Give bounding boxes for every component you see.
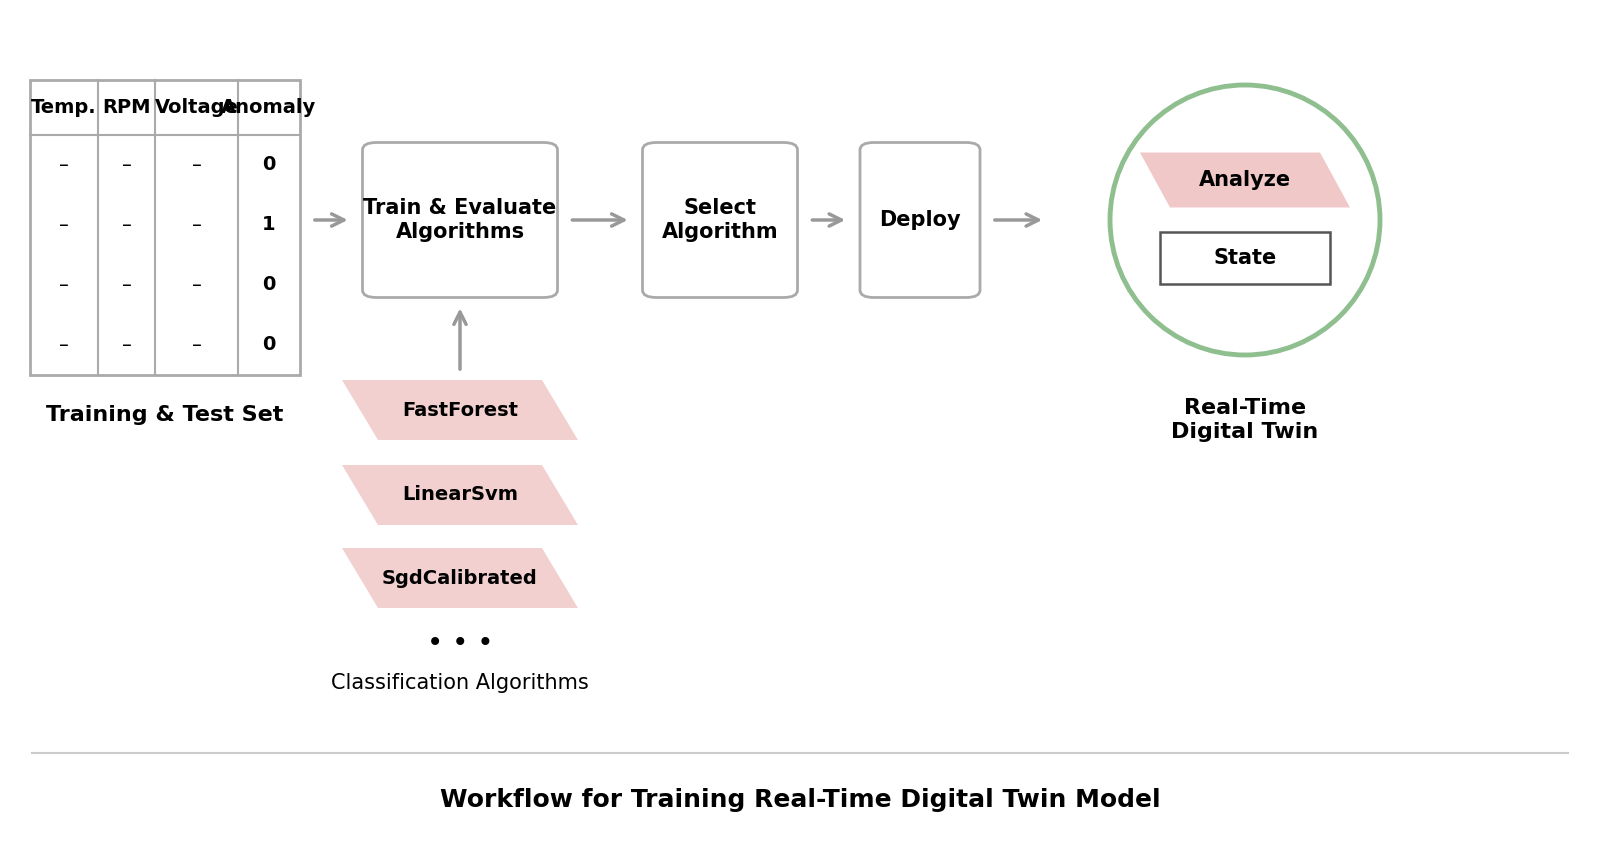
Bar (30, 80, 301, 375)
Text: 0: 0 (262, 276, 275, 294)
Text: –: – (59, 276, 69, 294)
Text: SgdCalibrated: SgdCalibrated (382, 568, 538, 588)
Text: FastForest: FastForest (402, 400, 518, 420)
Text: Temp.: Temp. (30, 98, 98, 117)
Text: Anomaly: Anomaly (221, 98, 317, 117)
Polygon shape (1139, 153, 1350, 208)
Text: Select
Algorithm: Select Algorithm (662, 198, 778, 242)
FancyBboxPatch shape (643, 142, 797, 298)
Text: Classification Algorithms: Classification Algorithms (331, 673, 589, 693)
Text: –: – (192, 155, 202, 175)
Text: RPM: RPM (102, 98, 150, 117)
Text: –: – (192, 336, 202, 354)
Polygon shape (342, 465, 578, 525)
Ellipse shape (1110, 85, 1379, 355)
Text: • • •: • • • (427, 629, 493, 657)
Text: –: – (122, 215, 131, 235)
Text: –: – (59, 155, 69, 175)
Text: Real-Time
Digital Twin: Real-Time Digital Twin (1171, 399, 1318, 442)
Text: Train & Evaluate
Algorithms: Train & Evaluate Algorithms (363, 198, 557, 242)
Text: LinearSvm: LinearSvm (402, 486, 518, 505)
Text: –: – (122, 155, 131, 175)
Text: Training & Test Set: Training & Test Set (46, 405, 283, 425)
Text: Analyze: Analyze (1198, 170, 1291, 190)
Text: Workflow for Training Real-Time Digital Twin Model: Workflow for Training Real-Time Digital … (440, 788, 1160, 812)
Polygon shape (342, 380, 578, 440)
Text: –: – (59, 336, 69, 354)
Text: Voltage: Voltage (155, 98, 238, 117)
Bar (1160, 232, 1330, 284)
Polygon shape (342, 548, 578, 608)
Text: 0: 0 (262, 155, 275, 175)
Text: 1: 1 (262, 215, 275, 235)
Text: –: – (59, 215, 69, 235)
Text: –: – (122, 336, 131, 354)
Text: –: – (192, 276, 202, 294)
Text: State: State (1213, 248, 1277, 268)
Text: 0: 0 (262, 336, 275, 354)
Text: –: – (122, 276, 131, 294)
FancyBboxPatch shape (363, 142, 557, 298)
FancyBboxPatch shape (861, 142, 979, 298)
Text: –: – (192, 215, 202, 235)
Text: Deploy: Deploy (878, 210, 962, 230)
